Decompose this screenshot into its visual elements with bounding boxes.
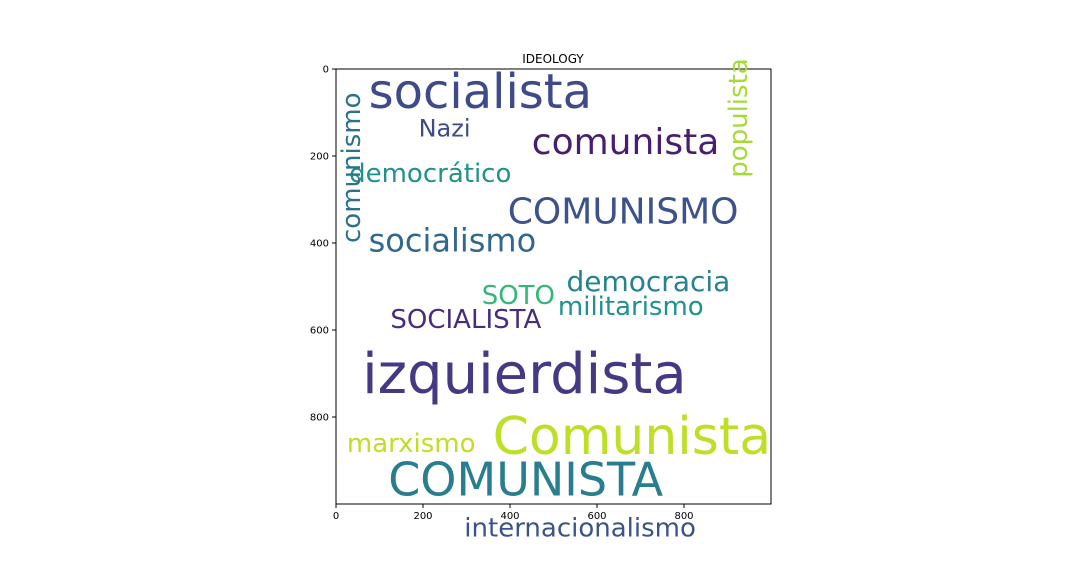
y-tick-label: 600 (310, 326, 329, 337)
y-tick-label: 0 (323, 65, 329, 76)
x-tick-label: 200 (413, 511, 432, 522)
word-populista: populista (724, 58, 754, 178)
word-socialista: SOCIALISTA (390, 305, 541, 335)
x-tick-label: 600 (587, 511, 606, 522)
word-democrático: democrático (349, 159, 511, 189)
word-militarismo: militarismo (558, 292, 704, 322)
word-marxismo: marxismo (347, 429, 476, 459)
y-tick-label: 800 (310, 413, 329, 424)
y-tick-label: 200 (310, 152, 329, 163)
word-socialista: socialista (369, 64, 592, 120)
word-comunismo: COMUNISMO (508, 191, 739, 232)
x-tick-label: 0 (333, 511, 339, 522)
word-socialismo: socialismo (369, 222, 537, 260)
plot-area (335, 68, 772, 505)
word-democracia: democracia (567, 265, 731, 298)
x-tick-label: 800 (674, 511, 693, 522)
word-comunismo: comunismo (337, 93, 367, 244)
y-tick-label: 400 (310, 239, 329, 250)
word-nazi: Nazi (419, 114, 471, 142)
word-internacionalismo: internacionalismo (464, 514, 696, 544)
chart-title: IDEOLOGY (522, 52, 584, 66)
axis-ticks: 0 200 400 600 800 0 200 400 600 800 (310, 65, 694, 523)
word-soto: SOTO (482, 281, 555, 311)
word-comunista: Comunista (493, 407, 771, 467)
word-comunista: comunista (532, 122, 719, 163)
x-tick-label: 400 (500, 511, 519, 522)
word-comunista: COMUNISTA (388, 452, 663, 506)
word-izquierdista: izquierdista (362, 342, 687, 407)
